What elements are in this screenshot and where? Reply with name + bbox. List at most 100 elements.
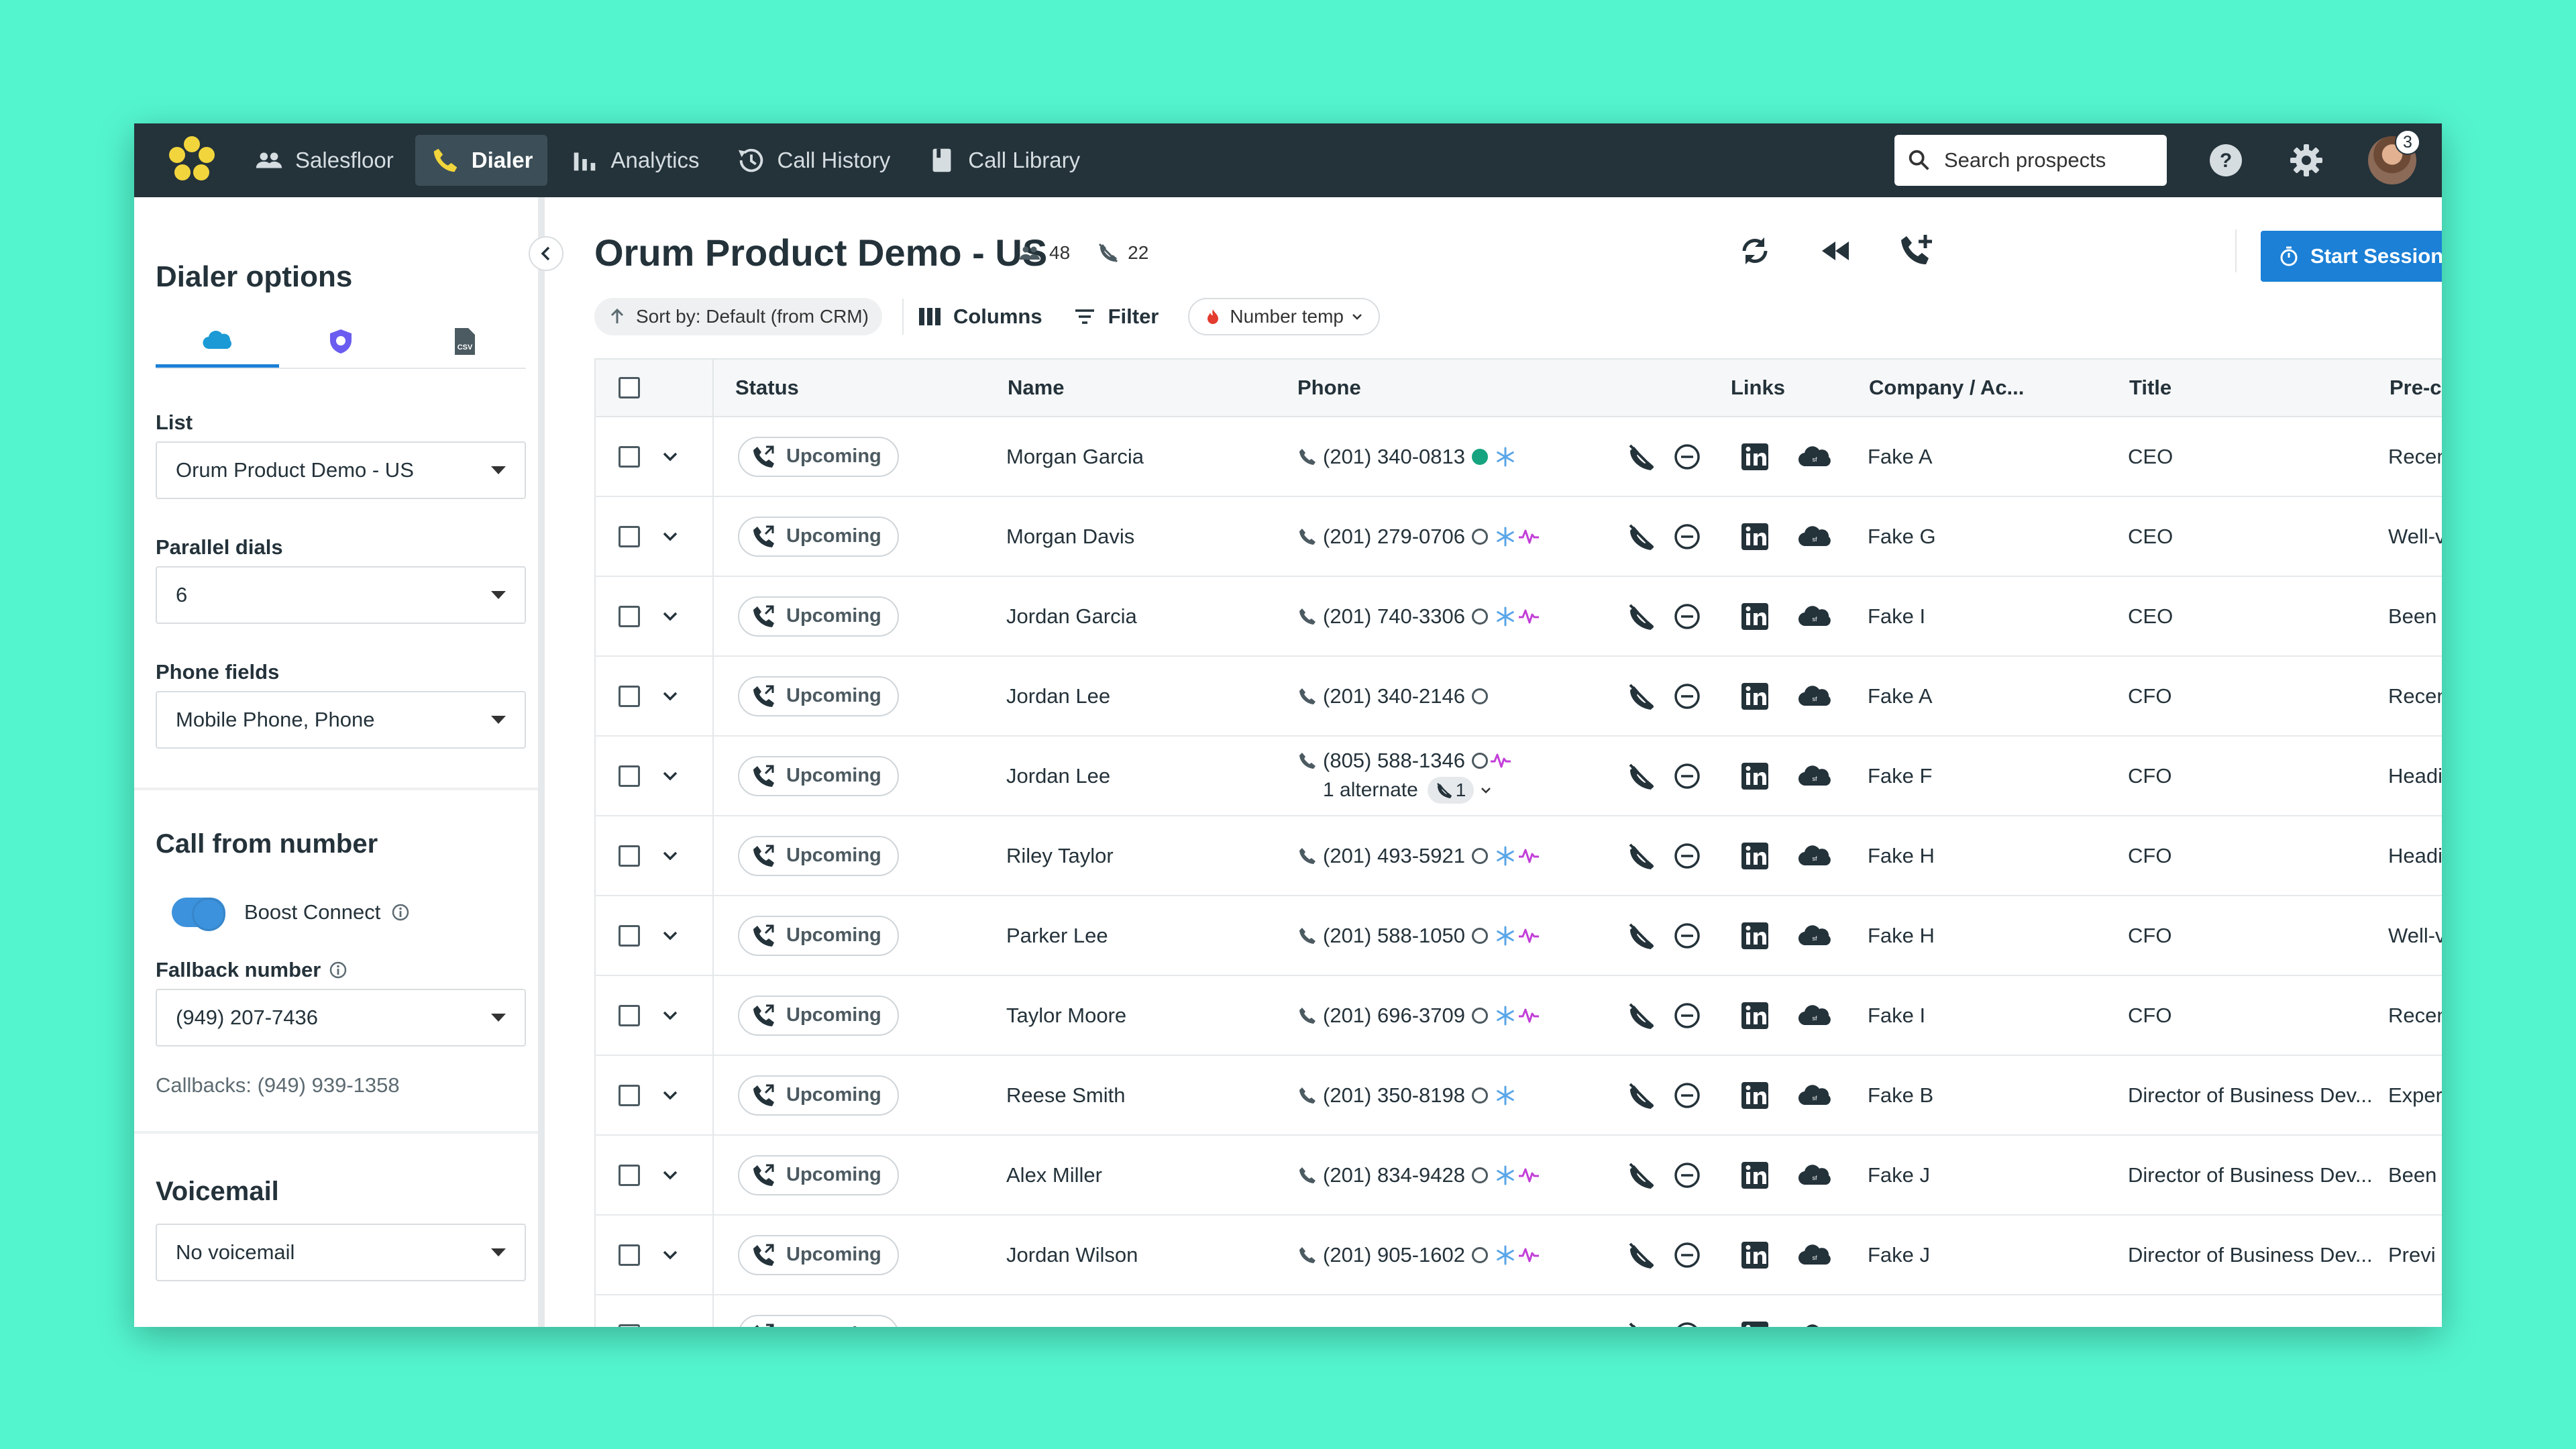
company-name[interactable]: Fake G [1868, 524, 1936, 548]
company-name[interactable]: Fake J [1868, 1242, 1931, 1267]
company-name[interactable]: Fake H [1868, 843, 1935, 867]
status-badge[interactable]: Upcoming [738, 835, 899, 876]
chevron-down-icon[interactable] [659, 525, 682, 548]
linkedin-icon[interactable] [1739, 760, 1771, 792]
chevron-down-icon[interactable] [659, 1244, 682, 1267]
row-checkbox[interactable] [619, 525, 640, 547]
status-badge[interactable]: Upcoming [738, 516, 899, 557]
voicemail-select[interactable]: No voicemail [156, 1224, 526, 1281]
nav-call-library[interactable]: Call Library [912, 135, 1095, 186]
salesforce-icon[interactable]: sf [1796, 763, 1833, 790]
salesforce-icon[interactable]: sf [1796, 603, 1833, 630]
boost-connect-toggle[interactable] [172, 898, 225, 931]
prospect-name[interactable]: Morgan Davis [1006, 524, 1135, 548]
row-checkbox[interactable] [619, 1164, 640, 1186]
no-call-icon[interactable] [1626, 681, 1657, 712]
linkedin-icon[interactable] [1739, 1000, 1771, 1032]
do-not-call-icon[interactable] [1672, 681, 1703, 712]
do-not-call-icon[interactable] [1672, 441, 1703, 472]
table-row[interactable]: Upcoming Taylor Moore (201) 696-3709 sf Fake… [594, 976, 2442, 1056]
table-row[interactable]: Upcoming Jordan Garcia (201) 740-3306 sf Fak… [594, 577, 2442, 657]
chevron-down-icon[interactable] [659, 1324, 682, 1328]
phone-number[interactable]: (201) 306-8207 [1323, 1323, 1465, 1328]
chevron-down-icon[interactable] [659, 1004, 682, 1027]
prospect-name[interactable]: Reese Smith [1006, 1083, 1126, 1107]
collapse-sidebar-button[interactable] [529, 236, 564, 271]
no-call-icon[interactable] [1626, 920, 1657, 951]
chevron-down-icon[interactable] [659, 924, 682, 947]
linkedin-icon[interactable] [1739, 840, 1771, 872]
table-row[interactable]: Upcoming Morgan Garcia (201) 340-0813 sf Fak… [594, 417, 2442, 497]
header-phone[interactable]: Phone [1297, 376, 1361, 399]
status-badge[interactable]: Upcoming [738, 915, 899, 956]
prospect-name[interactable]: Jordan Garcia [1006, 604, 1137, 628]
status-badge[interactable]: Upcoming [738, 1155, 899, 1195]
table-row[interactable]: Upcoming Jordan Lee (805) 588-1346 1 altern… [594, 737, 2442, 816]
salesforce-icon[interactable]: sf [1796, 523, 1833, 550]
tab-salesforce[interactable] [156, 315, 279, 368]
gear-icon[interactable] [2288, 142, 2325, 179]
alternate-numbers[interactable]: 1 alternate 1 [1323, 776, 1512, 804]
phone-fields-select[interactable]: Mobile Phone, Phone [156, 691, 526, 749]
chevron-down-icon[interactable] [659, 765, 682, 788]
nav-salesfloor[interactable]: Salesfloor [239, 135, 409, 186]
do-not-call-icon[interactable] [1672, 1320, 1703, 1328]
do-not-call-icon[interactable] [1672, 601, 1703, 632]
do-not-call-icon[interactable] [1672, 1000, 1703, 1031]
user-menu[interactable]: 3 [2368, 129, 2420, 184]
do-not-call-icon[interactable] [1672, 920, 1703, 951]
prospect-name[interactable]: Jordan Lee [1006, 763, 1111, 788]
row-checkbox[interactable] [619, 1084, 640, 1106]
header-pre[interactable]: Pre-c [2390, 376, 2442, 399]
phone-number[interactable]: (201) 588-1050 [1323, 923, 1465, 947]
status-badge[interactable]: Upcoming [738, 1234, 899, 1275]
select-all-checkbox[interactable] [619, 377, 640, 398]
company-name[interactable]: Fake B [1868, 1083, 1934, 1107]
no-call-icon[interactable] [1626, 841, 1657, 871]
add-call-icon[interactable] [1896, 231, 1936, 271]
linkedin-icon[interactable] [1739, 441, 1771, 473]
row-checkbox[interactable] [619, 765, 640, 787]
chevron-down-icon[interactable] [659, 605, 682, 628]
number-temp-filter[interactable]: Number temp [1188, 298, 1380, 335]
salesforce-icon[interactable]: sf [1796, 1082, 1833, 1109]
company-name[interactable]: Fake F [1868, 763, 1933, 788]
phone-number[interactable]: (201) 740-3306 [1323, 604, 1465, 628]
tab-csv[interactable]: CSV [402, 315, 526, 368]
status-badge[interactable]: Upcoming [738, 755, 899, 796]
do-not-call-icon[interactable] [1672, 521, 1703, 552]
do-not-call-icon[interactable] [1672, 1240, 1703, 1271]
header-status[interactable]: Status [735, 376, 799, 399]
table-row[interactable]: Upcoming Jordan Lee (201) 340-2146 sf Fake A… [594, 657, 2442, 737]
prospect-name[interactable]: Riley Taylor [1006, 843, 1114, 867]
no-call-icon[interactable] [1626, 1080, 1657, 1111]
list-select[interactable]: Orum Product Demo - US [156, 441, 526, 499]
phone-number[interactable]: (201) 340-2146 [1323, 684, 1465, 708]
orum-logo-icon[interactable] [165, 133, 219, 187]
help-icon[interactable]: ? [2207, 142, 2245, 179]
prospect-name[interactable]: Brenda Meckure [1006, 1323, 1159, 1328]
tab-shield[interactable] [279, 315, 402, 368]
nav-dialer[interactable]: Dialer [415, 135, 548, 186]
table-row[interactable]: Upcoming Morgan Davis (201) 279-0706 sf Fake… [594, 497, 2442, 577]
no-call-icon[interactable] [1626, 1320, 1657, 1328]
linkedin-icon[interactable] [1739, 1079, 1771, 1112]
chevron-down-icon[interactable] [659, 845, 682, 867]
prospect-name[interactable]: Taylor Moore [1006, 1003, 1127, 1027]
row-checkbox[interactable] [619, 924, 640, 947]
parallel-dials-select[interactable]: 6 [156, 566, 526, 624]
no-call-icon[interactable] [1626, 521, 1657, 552]
do-not-call-icon[interactable] [1672, 841, 1703, 871]
status-badge[interactable]: Upcoming [738, 436, 899, 477]
row-checkbox[interactable] [619, 845, 640, 867]
salesforce-icon[interactable]: sf [1796, 843, 1833, 869]
row-checkbox[interactable] [619, 445, 640, 468]
refresh-icon[interactable] [1735, 231, 1775, 271]
nav-call-history[interactable]: Call History [721, 135, 906, 186]
table-row[interactable]: Upcoming Parker Lee (201) 588-1050 sf Fake H… [594, 896, 2442, 976]
header-links[interactable]: Links [1731, 376, 1785, 399]
search-box[interactable] [1894, 135, 2167, 186]
prospect-name[interactable]: Alex Miller [1006, 1163, 1102, 1187]
info-icon[interactable] [391, 903, 410, 922]
row-checkbox[interactable] [619, 1324, 640, 1327]
